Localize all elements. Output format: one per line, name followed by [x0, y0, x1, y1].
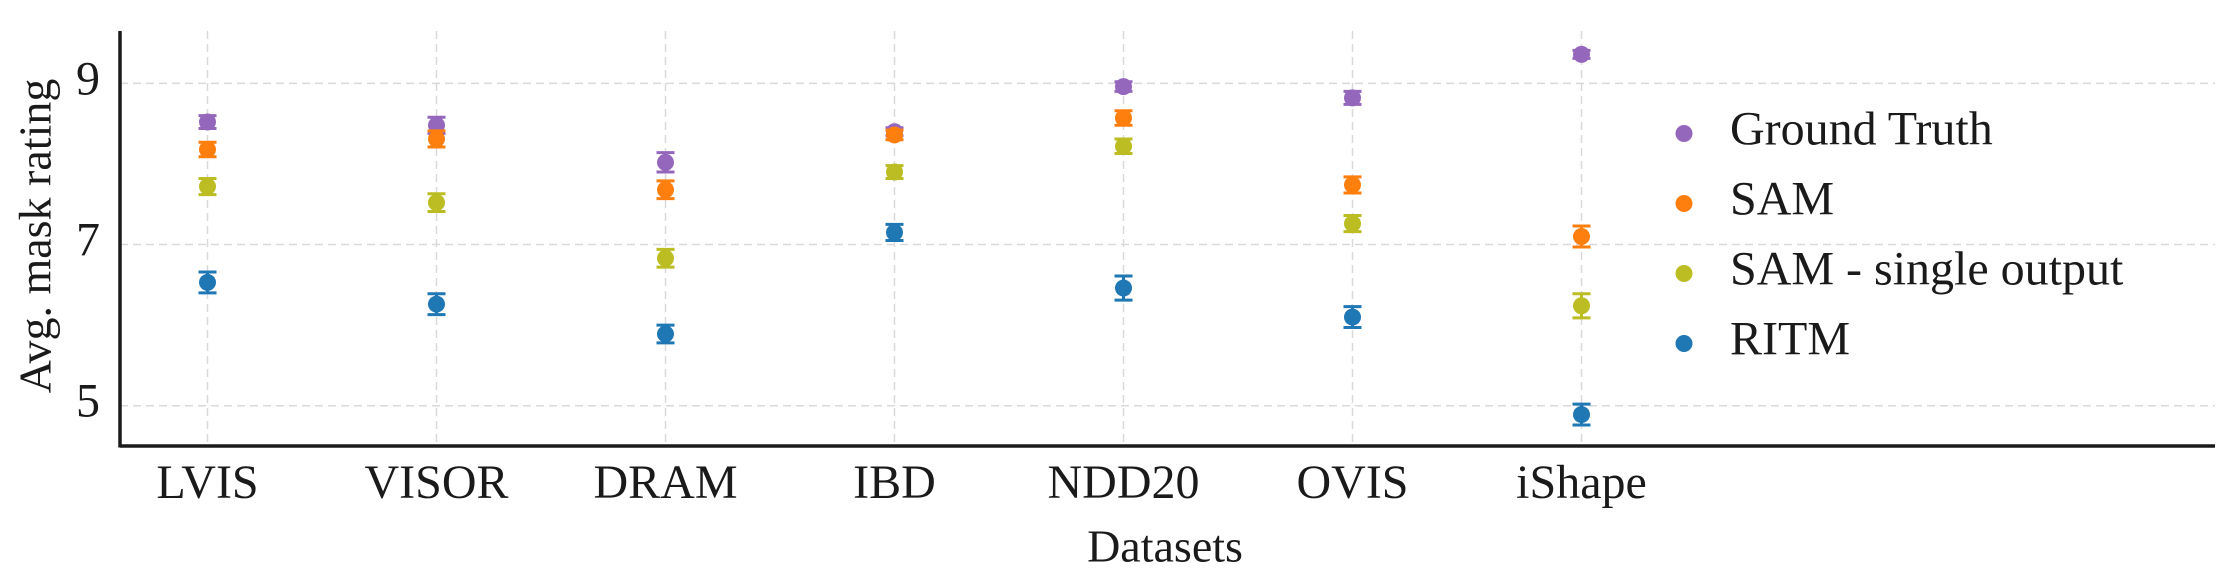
point — [1344, 308, 1361, 326]
x-tick-label: DRAM — [593, 456, 737, 509]
legend-label: SAM - single output — [1730, 243, 2124, 296]
point — [657, 325, 674, 343]
x-tick-label: LVIS — [156, 456, 258, 509]
point — [1115, 279, 1132, 297]
legend-marker — [1675, 125, 1693, 142]
legend-label: RITM — [1730, 313, 1850, 366]
y-tick-label: 7 — [76, 214, 100, 267]
point — [1344, 215, 1361, 233]
x-tick-label: iShape — [1516, 456, 1647, 509]
point — [428, 194, 445, 212]
point — [1573, 297, 1590, 315]
point — [657, 249, 674, 267]
legend-label: SAM — [1730, 173, 1834, 226]
point — [886, 126, 903, 144]
point — [1344, 176, 1361, 194]
x-tick-label: OVIS — [1296, 456, 1408, 509]
point — [199, 273, 216, 291]
y-axis-label: Avg. mask rating — [10, 79, 61, 394]
x-tick-label: VISOR — [364, 456, 508, 509]
legend-marker — [1675, 265, 1693, 282]
point — [1573, 45, 1590, 63]
point — [199, 113, 216, 131]
point — [886, 223, 903, 241]
legend-label: Ground Truth — [1730, 103, 1993, 156]
point — [886, 163, 903, 181]
y-tick-label: 5 — [76, 375, 100, 428]
legend-marker — [1675, 335, 1693, 352]
x-tick-label: NDD20 — [1048, 456, 1200, 509]
y-tick-label: 9 — [76, 52, 100, 105]
point — [1115, 78, 1132, 96]
x-axis-label: Datasets — [1087, 521, 1243, 572]
point — [428, 130, 445, 148]
point — [657, 153, 674, 171]
point — [1344, 89, 1361, 107]
point — [657, 181, 674, 199]
point — [428, 295, 445, 313]
x-tick-label: IBD — [853, 456, 936, 509]
point — [199, 178, 216, 196]
point — [1115, 109, 1132, 127]
point — [1573, 406, 1590, 424]
point — [1573, 227, 1590, 245]
point — [199, 140, 216, 158]
point — [1115, 137, 1132, 155]
legend-marker — [1675, 195, 1693, 212]
